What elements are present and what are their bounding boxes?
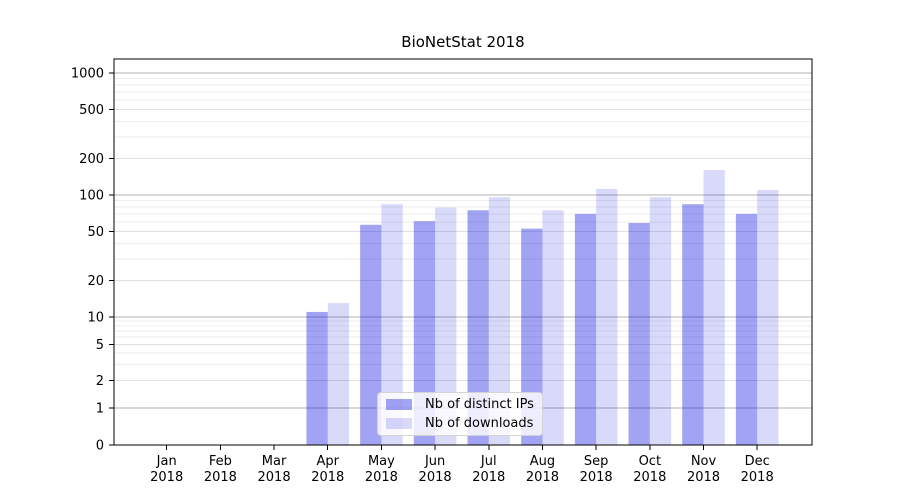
- bar-May-2018-downloads: [381, 204, 403, 445]
- bar-Jun-2018-ips: [413, 221, 436, 445]
- x-tick-label-month-jul: Jul: [480, 454, 497, 469]
- x-tick-label-month-feb: Feb: [209, 454, 232, 469]
- y-tick-label-5: 5: [96, 338, 104, 353]
- y-tick-label-0: 0: [96, 439, 104, 454]
- bar-May-2018-ips: [360, 224, 382, 445]
- x-tick-label-year-jan: 2018: [150, 470, 183, 485]
- legend-entry-downloads: Nb of downloads: [386, 417, 542, 430]
- x-tick-label-year-aug: 2018: [526, 470, 559, 485]
- x-tick-label-year-apr: 2018: [311, 470, 344, 485]
- x-tick-label-month-may: May: [368, 454, 395, 469]
- bar-Jul-2018-downloads: [488, 197, 511, 445]
- x-tick-label-month-jan: Jan: [156, 454, 177, 469]
- y-tick-label-20: 20: [87, 274, 104, 289]
- series-downloads: [327, 170, 779, 446]
- legend-entry-distinct-ips: Nb of distinct IPs: [386, 398, 542, 411]
- x-tick-label-year-dec: 2018: [741, 470, 774, 485]
- bar-Oct-2018-downloads: [649, 197, 672, 445]
- y-tick-label-500: 500: [79, 103, 104, 118]
- x-tick-label-month-nov: Nov: [691, 454, 717, 469]
- x-tick-label-month-oct: Oct: [639, 454, 661, 469]
- x-tick-label-year-jul: 2018: [472, 470, 505, 485]
- legend-label-downloads: Nb of downloads: [425, 416, 534, 431]
- bar-Dec-2018-downloads: [757, 189, 779, 445]
- bar-Jul-2018-ips: [467, 210, 489, 445]
- x-axis: Jan2018Feb2018Mar2018Apr2018May2018Jun20…: [150, 445, 774, 485]
- y-tick-label-100: 100: [79, 189, 104, 204]
- bar-Apr-2018-ips: [306, 311, 328, 445]
- bar-Apr-2018-downloads: [327, 303, 350, 445]
- bar-Nov-2018-downloads: [703, 170, 725, 446]
- legend-swatch-downloads: [386, 417, 412, 430]
- x-tick-label-year-jun: 2018: [419, 470, 452, 485]
- bar-Aug-2018-ips: [521, 228, 543, 445]
- bar-Oct-2018-ips: [628, 222, 650, 445]
- x-tick-label-year-oct: 2018: [633, 470, 666, 485]
- x-tick-label-year-mar: 2018: [258, 470, 291, 485]
- bar-Sep-2018-ips: [574, 213, 597, 445]
- y-tick-label-1: 1: [96, 402, 104, 417]
- legend: Nb of distinct IPs Nb of downloads: [377, 392, 543, 436]
- y-tick-label-50: 50: [87, 225, 104, 240]
- x-tick-label-month-mar: Mar: [262, 454, 287, 469]
- gridlines: [114, 72, 812, 409]
- series-distinct-ips: [306, 204, 758, 445]
- x-tick-label-month-aug: Aug: [530, 454, 555, 469]
- bar-Sep-2018-downloads: [596, 188, 618, 445]
- chart-title: BioNetStat 2018: [401, 33, 525, 51]
- y-tick-label-10: 10: [87, 311, 104, 326]
- x-tick-label-month-dec: Dec: [745, 454, 770, 469]
- x-tick-label-month-sep: Sep: [584, 454, 609, 469]
- bar-Dec-2018-ips: [735, 213, 758, 445]
- legend-label-distinct-ips: Nb of distinct IPs: [425, 397, 534, 412]
- bar-Aug-2018-downloads: [542, 210, 564, 445]
- y-tick-label-2: 2: [96, 374, 104, 389]
- x-tick-label-year-feb: 2018: [204, 470, 237, 485]
- bar-Nov-2018-ips: [682, 204, 704, 445]
- x-tick-label-year-may: 2018: [365, 470, 398, 485]
- x-tick-label-year-sep: 2018: [580, 470, 613, 485]
- x-tick-label-month-jun: Jun: [424, 454, 445, 469]
- x-tick-label-year-nov: 2018: [687, 470, 720, 485]
- y-tick-label-200: 200: [79, 152, 104, 167]
- plot-border: [113, 58, 813, 446]
- y-tick-label-1000: 1000: [71, 67, 104, 82]
- bar-Jun-2018-downloads: [435, 207, 457, 445]
- x-tick-label-month-apr: Apr: [316, 454, 339, 469]
- legend-swatch-distinct-ips: [386, 398, 412, 411]
